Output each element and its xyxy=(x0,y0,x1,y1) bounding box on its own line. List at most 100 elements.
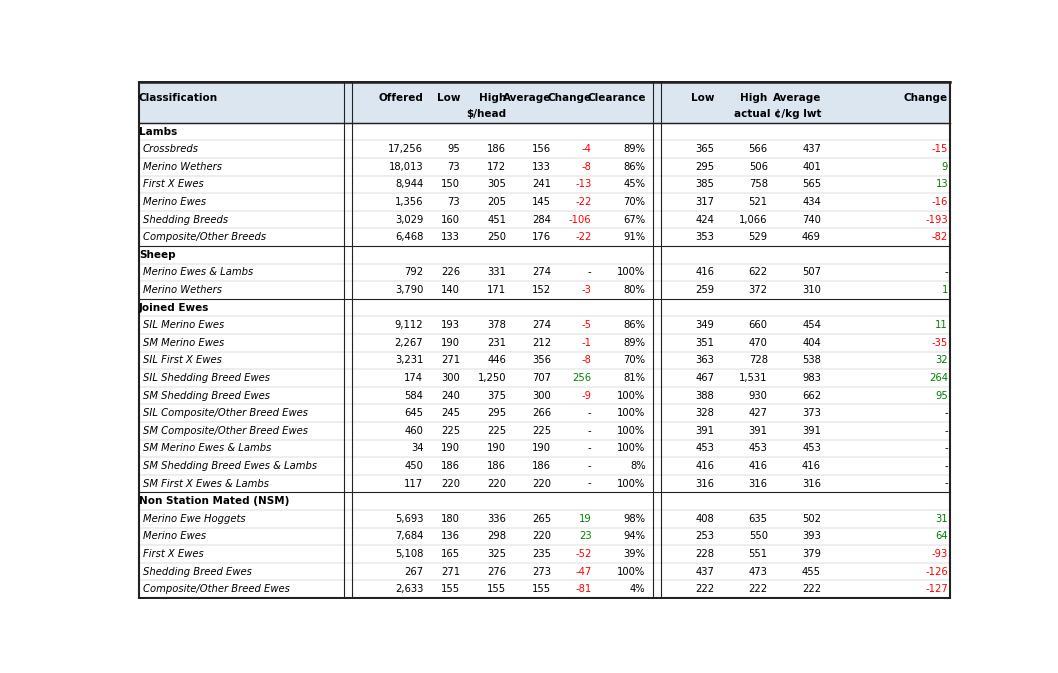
Text: 136: 136 xyxy=(441,532,460,541)
Text: 378: 378 xyxy=(488,320,506,330)
Text: -: - xyxy=(588,426,591,435)
Text: 336: 336 xyxy=(488,513,506,524)
Text: 408: 408 xyxy=(696,513,714,524)
Text: Merino Ewe Hoggets: Merino Ewe Hoggets xyxy=(143,513,245,524)
Text: 331: 331 xyxy=(488,267,506,277)
Text: Low: Low xyxy=(437,93,460,103)
Text: 100%: 100% xyxy=(617,567,645,577)
Text: 584: 584 xyxy=(404,390,423,400)
Text: -13: -13 xyxy=(576,179,591,189)
Text: 250: 250 xyxy=(487,232,506,242)
Text: 31: 31 xyxy=(935,513,948,524)
Text: 190: 190 xyxy=(441,444,460,454)
Text: 379: 379 xyxy=(802,549,821,559)
Text: 437: 437 xyxy=(695,567,714,577)
Text: 241: 241 xyxy=(532,179,551,189)
Text: 11: 11 xyxy=(935,320,948,330)
Text: 17,256: 17,256 xyxy=(388,144,423,154)
Text: 391: 391 xyxy=(802,426,821,435)
Text: 225: 225 xyxy=(532,426,551,435)
Text: 73: 73 xyxy=(448,162,460,172)
Text: -81: -81 xyxy=(576,584,591,594)
Text: Offered: Offered xyxy=(379,93,423,103)
Text: 89%: 89% xyxy=(623,144,645,154)
Text: 1,356: 1,356 xyxy=(395,197,423,207)
Text: 1,531: 1,531 xyxy=(740,373,768,383)
Text: -35: -35 xyxy=(932,338,948,348)
Text: Composite/Other Breeds: Composite/Other Breeds xyxy=(143,232,266,242)
Text: 635: 635 xyxy=(749,513,768,524)
Text: Joined Ewes: Joined Ewes xyxy=(139,303,209,312)
Text: High: High xyxy=(479,93,506,103)
Text: 5,693: 5,693 xyxy=(395,513,423,524)
Text: Average: Average xyxy=(503,93,551,103)
Text: 95: 95 xyxy=(448,144,460,154)
Text: 645: 645 xyxy=(404,408,423,418)
Text: 171: 171 xyxy=(487,285,506,295)
Text: 662: 662 xyxy=(802,390,821,400)
Text: -22: -22 xyxy=(576,197,591,207)
Text: 401: 401 xyxy=(802,162,821,172)
Text: 8%: 8% xyxy=(630,461,645,471)
Text: 222: 222 xyxy=(749,584,768,594)
Text: 86%: 86% xyxy=(623,320,645,330)
Text: 454: 454 xyxy=(802,320,821,330)
Text: 140: 140 xyxy=(441,285,460,295)
Text: 521: 521 xyxy=(749,197,768,207)
Text: 391: 391 xyxy=(695,426,714,435)
Text: 300: 300 xyxy=(532,390,551,400)
Text: 186: 186 xyxy=(441,461,460,471)
Text: 424: 424 xyxy=(695,215,714,225)
Text: 100%: 100% xyxy=(617,267,645,277)
Text: -: - xyxy=(945,479,948,489)
Text: -8: -8 xyxy=(582,162,591,172)
Text: 295: 295 xyxy=(695,162,714,172)
Text: Sheep: Sheep xyxy=(139,250,176,260)
Text: 23: 23 xyxy=(579,532,591,541)
Text: 3,231: 3,231 xyxy=(395,355,423,365)
Text: 240: 240 xyxy=(441,390,460,400)
Text: 133: 133 xyxy=(441,232,460,242)
Text: 225: 225 xyxy=(441,426,460,435)
Text: 70%: 70% xyxy=(623,355,645,365)
Text: Change: Change xyxy=(904,93,948,103)
Text: 190: 190 xyxy=(532,444,551,454)
Text: Merino Wethers: Merino Wethers xyxy=(143,162,222,172)
Text: -4: -4 xyxy=(582,144,591,154)
Text: 551: 551 xyxy=(749,549,768,559)
Text: 385: 385 xyxy=(695,179,714,189)
Text: 300: 300 xyxy=(441,373,460,383)
Text: -106: -106 xyxy=(569,215,591,225)
Text: 1: 1 xyxy=(942,285,948,295)
Text: 295: 295 xyxy=(487,408,506,418)
Text: -52: -52 xyxy=(576,549,591,559)
Text: 271: 271 xyxy=(441,567,460,577)
Text: 450: 450 xyxy=(404,461,423,471)
Text: -: - xyxy=(945,461,948,471)
Text: -22: -22 xyxy=(576,232,591,242)
Text: 372: 372 xyxy=(749,285,768,295)
Text: -1: -1 xyxy=(582,338,591,348)
Text: SIL First X Ewes: SIL First X Ewes xyxy=(143,355,222,365)
Text: 231: 231 xyxy=(487,338,506,348)
Text: 193: 193 xyxy=(441,320,460,330)
Text: 39%: 39% xyxy=(623,549,645,559)
Text: 316: 316 xyxy=(802,479,821,489)
Text: 266: 266 xyxy=(532,408,551,418)
Text: 391: 391 xyxy=(749,426,768,435)
Text: 388: 388 xyxy=(696,390,714,400)
Text: -47: -47 xyxy=(576,567,591,577)
Text: 460: 460 xyxy=(404,426,423,435)
Text: 222: 222 xyxy=(802,584,821,594)
Text: 91%: 91% xyxy=(623,232,645,242)
Text: -8: -8 xyxy=(582,355,591,365)
Text: 365: 365 xyxy=(695,144,714,154)
Text: 437: 437 xyxy=(802,144,821,154)
Text: 473: 473 xyxy=(749,567,768,577)
Text: SM Shedding Breed Ewes: SM Shedding Breed Ewes xyxy=(143,390,270,400)
Text: First X Ewes: First X Ewes xyxy=(143,549,203,559)
Text: 446: 446 xyxy=(488,355,506,365)
Text: -: - xyxy=(588,444,591,454)
Text: 245: 245 xyxy=(441,408,460,418)
Text: 470: 470 xyxy=(749,338,768,348)
